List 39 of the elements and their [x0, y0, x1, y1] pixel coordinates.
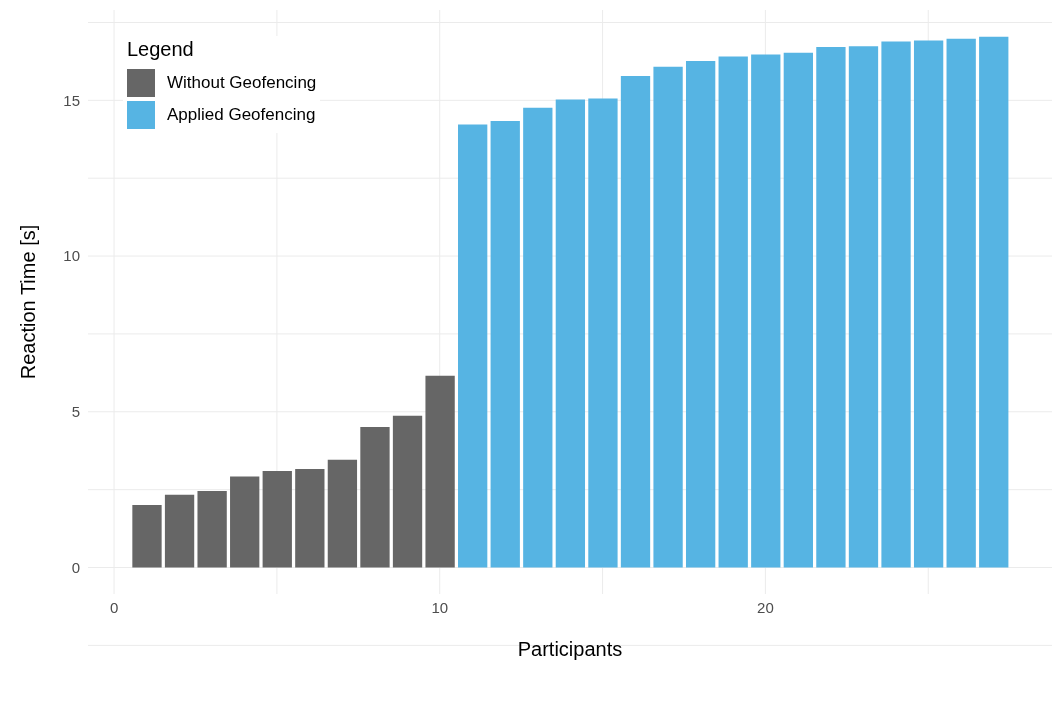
- x-tick-label: 10: [431, 598, 449, 616]
- bar: [783, 52, 813, 568]
- bar: [132, 504, 162, 568]
- legend-label: Applied Geofencing: [167, 105, 316, 125]
- bar: [555, 99, 586, 568]
- bar: [164, 494, 195, 568]
- bar: [718, 56, 748, 568]
- y-tick-label: 10: [63, 247, 80, 265]
- bar: [523, 107, 553, 568]
- bar: [230, 476, 260, 568]
- x-tick-label: 0: [109, 598, 119, 616]
- bar: [816, 47, 846, 568]
- bar: [295, 469, 325, 568]
- bar: [685, 61, 716, 568]
- bar: [327, 459, 358, 568]
- y-tick-label: 5: [71, 403, 80, 421]
- x-axis-title: Participants: [517, 638, 623, 660]
- bar: [588, 98, 618, 568]
- y-axis-title: Reaction Time [s]: [17, 224, 40, 380]
- bar: [620, 76, 651, 568]
- y-tick-label: 15: [63, 91, 80, 109]
- legend-label: Without Geofencing: [167, 73, 317, 93]
- bar: [881, 41, 911, 568]
- bar: [653, 66, 683, 568]
- bar: [848, 46, 879, 568]
- bar: [392, 415, 423, 568]
- bar: [458, 124, 488, 568]
- bar: [913, 40, 944, 568]
- bar: [946, 38, 976, 568]
- bar: [979, 36, 1009, 568]
- bar: [360, 427, 390, 568]
- bar: [490, 120, 520, 568]
- y-tick-label: 0: [71, 558, 80, 576]
- bar: [262, 470, 292, 568]
- bar: [751, 54, 781, 568]
- legend-title: Legend: [127, 38, 195, 61]
- x-tick-label: 20: [757, 598, 774, 616]
- bar: [425, 375, 455, 568]
- bar: [197, 490, 227, 568]
